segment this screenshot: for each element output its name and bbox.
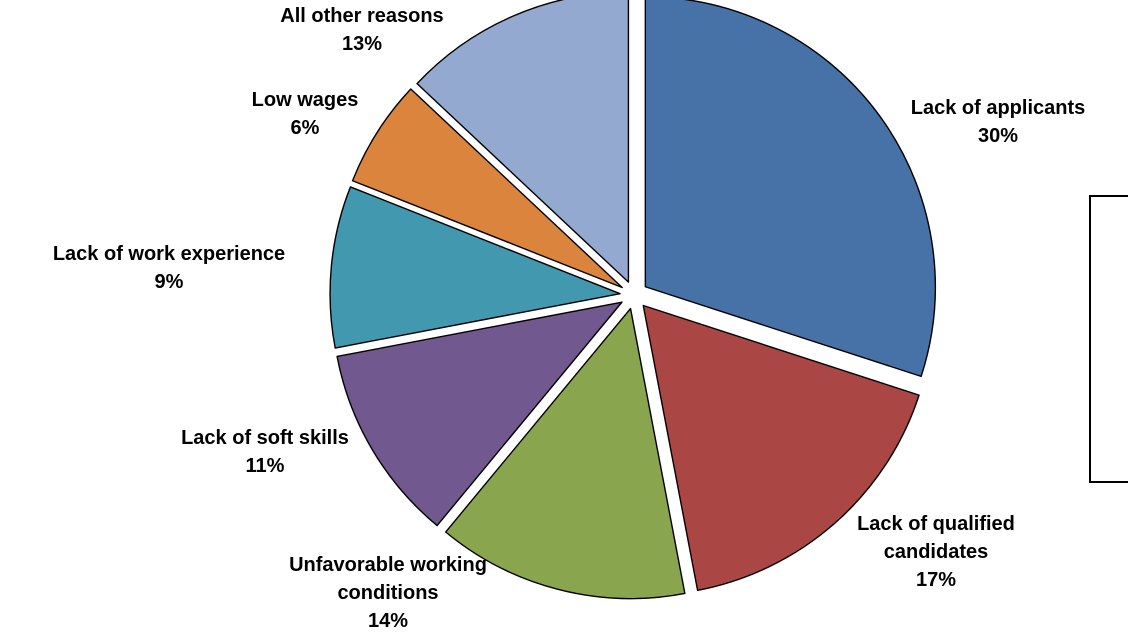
- slice-low-wages: [351, 88, 623, 289]
- slice-category-label: Lack of soft skills: [181, 427, 349, 449]
- slice-category-label: All other reasons: [280, 5, 443, 27]
- data-label-lack-of-soft-skills: Lack of soft skills 11%: [181, 427, 349, 477]
- slice-category-label: Unfavorable working: [289, 554, 487, 576]
- slice-value-label: 14%: [368, 610, 408, 632]
- slice-category-label: Low wages: [252, 89, 359, 111]
- data-label-lack-of-applicants: Lack of applicants 30%: [911, 97, 1086, 147]
- slice-lack-of-work-experience: [329, 186, 621, 349]
- slice-unfavorable-working-conditions: [444, 307, 686, 600]
- slice-lack-of-soft-skills: [336, 301, 623, 527]
- slice-value-label: 9%: [155, 271, 184, 293]
- data-label-low-wages: Low wages 6%: [252, 89, 359, 139]
- data-label-all-other-reasons: All other reasons 13%: [280, 5, 443, 55]
- slice-value-label: 30%: [978, 125, 1018, 147]
- slice-category-label: Lack of qualified: [857, 513, 1015, 535]
- slice-all-other-reasons: [416, 0, 630, 283]
- slice-category-label: conditions: [337, 582, 438, 604]
- pie-labels: Lack of applicants 30% Lack of qualified ca…: [53, 5, 1085, 632]
- slice-category-label: Lack of work experience: [53, 243, 285, 265]
- slice-value-label: 6%: [291, 117, 320, 139]
- slice-value-label: 11%: [246, 455, 285, 477]
- data-label-lack-of-qualified-candidates: Lack of qualified candidates 17%: [857, 513, 1015, 591]
- legend-box: [1089, 195, 1128, 483]
- slice-category-label: candidates: [884, 541, 988, 563]
- slice-value-label: 17%: [916, 569, 956, 591]
- pie-slices: [329, 0, 936, 600]
- slice-category-label: Lack of applicants: [911, 97, 1086, 119]
- slice-lack-of-applicants: [644, 0, 936, 378]
- slice-lack-of-qualified-candidates: [642, 304, 920, 592]
- data-label-unfavorable-working-conditions: Unfavorable working conditions 14%: [289, 554, 487, 632]
- slice-value-label: 13%: [342, 33, 382, 55]
- data-label-lack-of-work-experience: Lack of work experience 9%: [53, 243, 285, 293]
